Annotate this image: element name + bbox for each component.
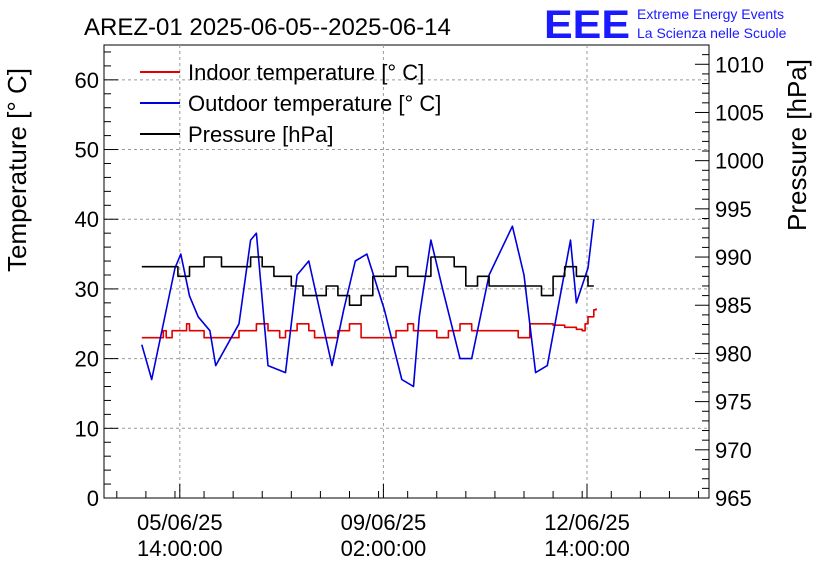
x-tick-label-date-2: 12/06/25 [544,510,630,535]
y-tick-label-6: 60 [75,68,99,93]
series-layer [141,219,597,388]
chart-title: AREZ-01 2025-06-05--2025-06-14 [84,14,451,41]
legend-label-indoor: Indoor temperature [° C] [188,60,424,85]
y2-tick-label-6: 995 [715,197,752,222]
y-tick-label-3: 30 [75,277,99,302]
axis-layer: 0 10 20 30 40 50 60 965 970 975 980 985 990 995 1000 10… [75,44,764,561]
x-tick-label-date-1: 09/06/25 [341,510,427,535]
y2-tick-label-3: 980 [715,341,752,366]
x-tick-label-date-0: 05/06/25 [137,510,223,535]
y-tick-label-5: 50 [75,138,99,163]
y-tick-label-4: 40 [75,207,99,232]
y-tick-label-0: 0 [87,486,99,511]
eee-logo: EEE [544,3,630,47]
y2-axis-title: Pressure [hPa] [782,59,812,231]
y2-tick-label-7: 1000 [715,149,764,174]
y2-tick-label-0: 965 [715,486,752,511]
y2-tick-label-2: 975 [715,390,752,415]
logo-line2: La Scienza nelle Scuole [637,25,787,41]
x-tick-label-time-2: 14:00:00 [544,536,630,561]
series-line-1 [141,219,595,388]
legend-label-pressure: Pressure [hPa] [188,122,334,147]
series-line-2 [141,256,594,306]
grid-layer [104,45,709,498]
y2-tick-label-4: 985 [715,293,752,318]
x-tick-label-time-0: 14:00:00 [137,536,223,561]
y2-tick-label-8: 1005 [715,100,764,125]
x-tick-label-time-1: 02:00:00 [341,536,427,561]
plot-frame [103,44,710,499]
legend-label-outdoor: Outdoor temperature [° C] [188,91,441,116]
y-tick-label-1: 10 [75,416,99,441]
y-axis-title: Temperature [° C] [2,68,32,272]
legend: Indoor temperature [° C] Outdoor tempera… [140,60,441,147]
y-tick-label-2: 20 [75,347,99,372]
y2-tick-label-1: 970 [715,438,752,463]
y2-tick-label-9: 1010 [715,52,764,77]
y2-tick-label-5: 990 [715,245,752,270]
logo-line1: Extreme Energy Events [637,6,784,22]
